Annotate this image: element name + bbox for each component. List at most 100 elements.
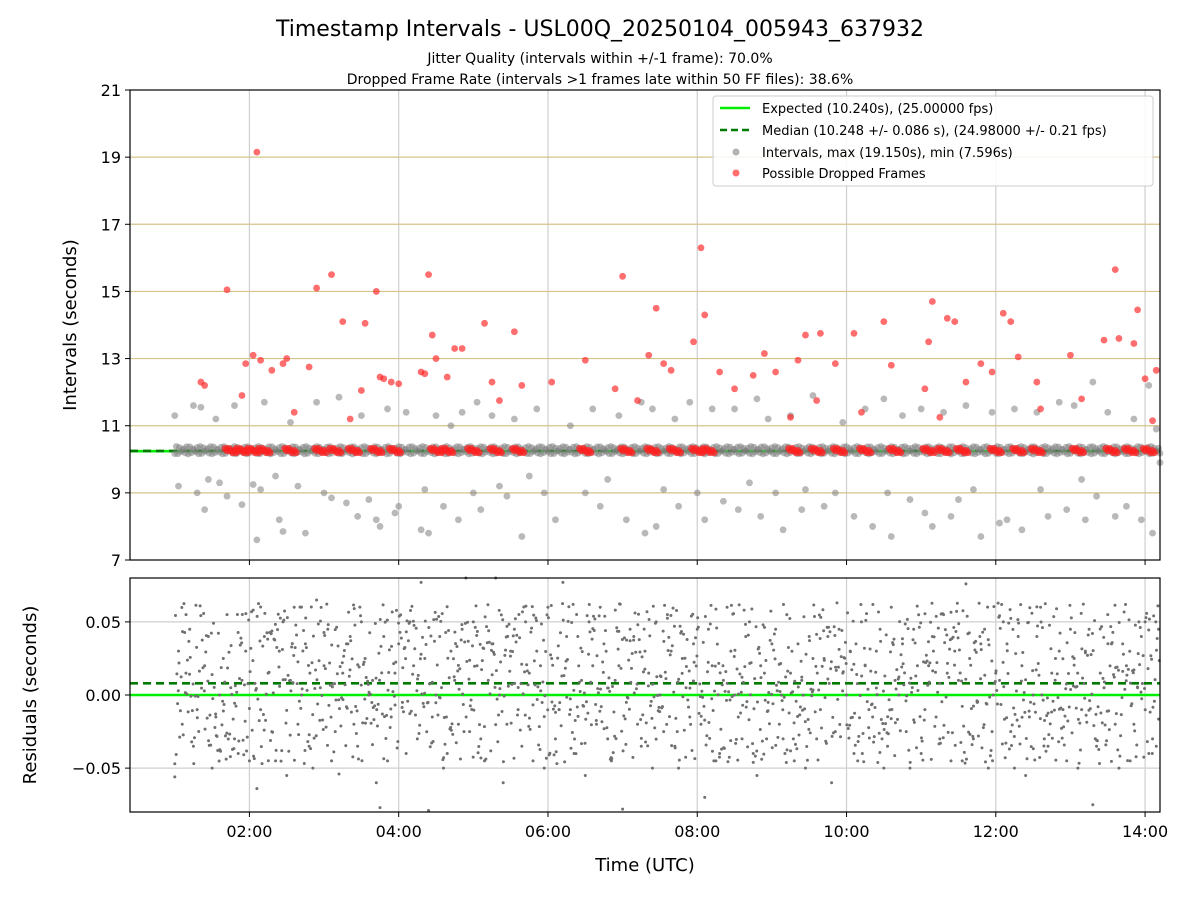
residual-point	[1140, 682, 1144, 686]
y-tick-label: 15	[101, 282, 121, 301]
residual-point	[475, 634, 479, 638]
residual-point	[1088, 707, 1092, 711]
residual-point	[934, 670, 938, 674]
residual-point	[845, 693, 849, 697]
residual-point	[380, 671, 384, 675]
residual-point	[759, 664, 763, 668]
interval-point	[253, 536, 261, 544]
residual-point	[210, 766, 214, 770]
residual-point	[376, 702, 380, 706]
interval-point	[488, 412, 496, 420]
residual-point	[1145, 611, 1149, 615]
residual-point	[218, 693, 222, 697]
residual-point	[231, 717, 235, 721]
residual-point	[751, 760, 755, 764]
residual-point	[393, 703, 397, 707]
residual-point	[676, 680, 680, 684]
residual-point	[539, 622, 543, 626]
residual-point	[385, 713, 389, 717]
residual-point	[356, 757, 360, 761]
residual-point	[214, 715, 218, 719]
residual-point	[620, 637, 624, 641]
residual-point	[1033, 758, 1037, 762]
residual-point	[882, 766, 886, 770]
residual-point	[389, 715, 393, 719]
residual-point	[1112, 673, 1116, 677]
residual-point	[364, 676, 368, 680]
residual-point	[878, 750, 882, 754]
dropped-frame-point	[328, 271, 335, 279]
residual-point	[886, 744, 890, 748]
residual-point	[467, 677, 471, 681]
residual-point	[269, 632, 273, 636]
residual-point	[687, 669, 691, 673]
residual-point	[374, 676, 378, 680]
residual-point	[515, 633, 519, 637]
residual-point	[456, 663, 460, 667]
residual-point	[769, 609, 773, 613]
interval-point	[719, 497, 727, 505]
residual-point	[239, 636, 243, 640]
residual-point	[1069, 687, 1073, 691]
residual-point	[651, 604, 655, 608]
residual-point	[500, 709, 504, 713]
residual-point	[452, 675, 456, 679]
residual-point	[594, 722, 598, 726]
residual-point	[580, 650, 584, 654]
residual-point	[208, 713, 212, 717]
residual-point	[1134, 755, 1138, 759]
residual-point	[240, 678, 244, 682]
residual-point	[1002, 685, 1006, 689]
residual-point	[729, 603, 733, 607]
residual-point	[518, 728, 522, 732]
residual-point	[539, 689, 543, 693]
interval-point	[376, 523, 384, 530]
residual-point	[957, 622, 961, 626]
interval-point	[171, 412, 179, 420]
residual-point	[1029, 700, 1033, 704]
residual-point	[874, 670, 878, 674]
residual-point	[879, 718, 883, 722]
interval-point	[1089, 378, 1097, 386]
interval-point	[1149, 529, 1156, 537]
residual-point	[786, 669, 790, 673]
residual-point	[852, 752, 856, 755]
residual-point	[917, 625, 921, 629]
residual-point	[323, 667, 327, 671]
residual-point	[536, 685, 540, 689]
residual-point	[1086, 633, 1090, 637]
residual-point	[926, 683, 930, 687]
dropped-frame-point	[380, 375, 388, 383]
residual-point	[1050, 710, 1054, 714]
residual-point	[931, 669, 935, 673]
residual-point	[649, 699, 653, 703]
residual-point	[357, 665, 361, 669]
residual-point	[1142, 755, 1146, 759]
residual-point	[1108, 664, 1112, 668]
residual-point	[739, 690, 743, 694]
residual-point	[367, 693, 371, 697]
residual-point	[480, 668, 484, 672]
residual-point	[801, 708, 805, 712]
residual-point	[1052, 615, 1056, 619]
residual-point	[333, 730, 337, 734]
interval-point	[1104, 408, 1112, 416]
residual-point	[1105, 739, 1109, 743]
residual-point	[562, 674, 566, 678]
residual-point	[316, 702, 320, 706]
residual-point	[1102, 686, 1106, 690]
residual-point	[969, 663, 973, 667]
residual-point	[384, 737, 388, 741]
dropped-frame-point	[223, 286, 231, 294]
interval-point	[596, 502, 604, 510]
residual-point	[963, 761, 967, 765]
residual-point	[1029, 745, 1033, 749]
residual-point	[615, 626, 619, 630]
residual-point	[1139, 690, 1143, 694]
residual-point	[889, 605, 893, 609]
residual-point	[191, 682, 195, 686]
residual-point	[508, 669, 512, 673]
residual-point	[277, 665, 281, 669]
residual-point	[627, 707, 631, 711]
residual-point	[570, 621, 574, 625]
